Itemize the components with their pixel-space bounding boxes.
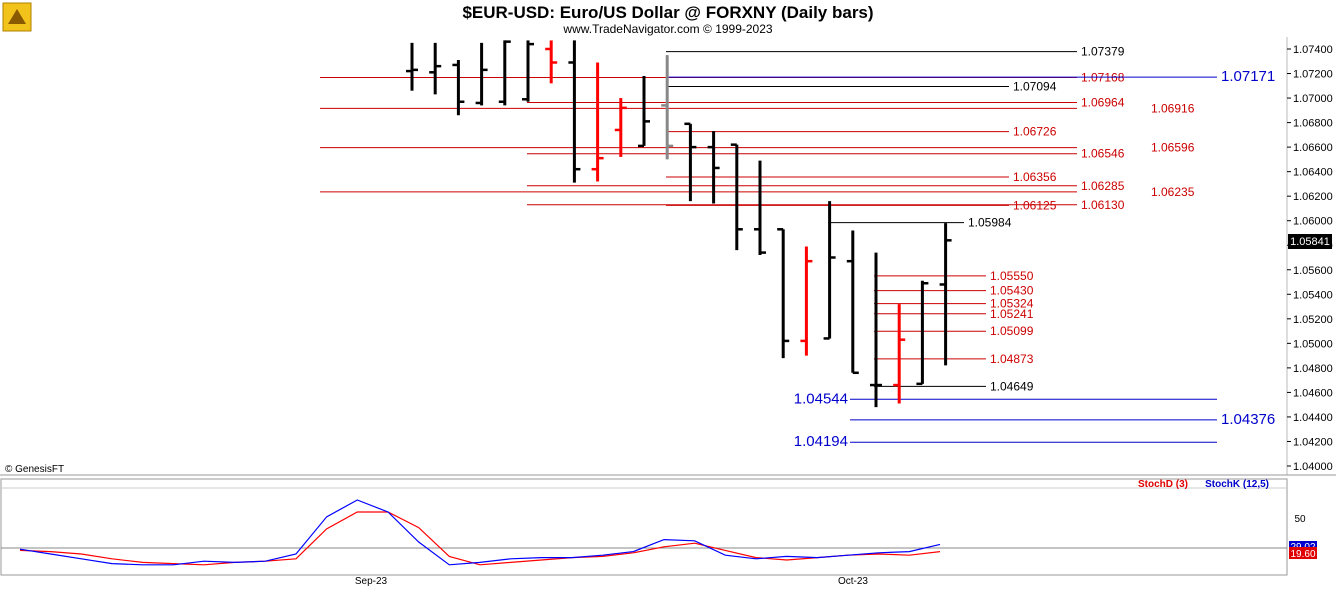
- price-tick-label: 1.05200: [1293, 314, 1333, 326]
- stoch-tick-50: 50: [1294, 514, 1306, 525]
- chart-subtitle: www.TradeNavigator.com © 1999-2023: [562, 22, 772, 36]
- last-price-badge: 1.05841: [1288, 234, 1332, 249]
- level-label: 1.06964: [1081, 95, 1125, 109]
- logo-mark: [8, 9, 26, 24]
- level-label: 1.05099: [990, 324, 1034, 338]
- price-tick-label: 1.04000: [1293, 461, 1333, 473]
- price-tick-label: 1.04800: [1293, 363, 1333, 375]
- copyright-text: © GenesisFT: [5, 464, 64, 475]
- level-label: 1.05324: [990, 297, 1034, 311]
- time-label-oct: Oct-23: [838, 576, 868, 587]
- indicator-frame: [0, 478, 1288, 576]
- stochd-badge-bg: [1289, 547, 1317, 559]
- header-logo: [2, 2, 32, 32]
- price-tick-label: 1.07000: [1293, 93, 1333, 105]
- last-price-bg: [1288, 234, 1332, 249]
- level-label: 1.06125: [1013, 198, 1057, 212]
- level-label: 1.06916: [1151, 101, 1195, 115]
- level-label: 1.06546: [1081, 147, 1125, 161]
- last-price-label: 1.05841: [1290, 236, 1330, 248]
- price-tick-label: 1.04200: [1293, 436, 1333, 448]
- price-tick-label: 1.04600: [1293, 387, 1333, 399]
- time-label-sep: Sep-23: [355, 576, 388, 587]
- level-label: 1.05550: [990, 269, 1034, 283]
- price-axis: 1.07400 1.07200 1.07000 1.06800 1.06600 1.064…: [1287, 44, 1333, 473]
- price-tick-label: 1.05000: [1293, 338, 1333, 350]
- level-label: 1.06285: [1081, 179, 1125, 193]
- level-label: 1.06726: [1013, 125, 1057, 139]
- price-tick-label: 1.06600: [1293, 142, 1333, 154]
- price-tick-label: 1.05600: [1293, 265, 1333, 277]
- level-label: 1.04376: [1221, 411, 1275, 428]
- level-label: 1.07171: [1221, 68, 1275, 85]
- level-label: 1.05984: [968, 216, 1012, 230]
- level-label: 1.06130: [1081, 198, 1125, 212]
- stochk-legend: StochK (12,5): [1205, 479, 1269, 490]
- price-tick-label: 1.06400: [1293, 167, 1333, 179]
- level-label: 1.06356: [1013, 170, 1057, 184]
- price-tick-label: 1.06800: [1293, 118, 1333, 130]
- level-label: 1.04649: [990, 379, 1034, 393]
- level-label: 1.04873: [990, 352, 1034, 366]
- stochd-line: [19, 511, 941, 566]
- price-tick-label: 1.04400: [1293, 412, 1333, 424]
- stochk-badge-bg: [1289, 541, 1317, 552]
- stochd-legend: StochD (3): [1138, 479, 1188, 490]
- level-label: 1.06235: [1151, 185, 1195, 199]
- price-tick-label: 1.05400: [1293, 289, 1333, 301]
- chart-title: $EUR-USD: Euro/US Dollar @ FORXNY (Daily…: [462, 3, 873, 22]
- level-label: 1.07094: [1013, 80, 1057, 94]
- level-label: 1.05241: [990, 307, 1034, 321]
- price-tick-label: 1.06200: [1293, 191, 1333, 203]
- stoch-lines: [19, 499, 941, 566]
- level-label: 1.04194: [794, 433, 848, 450]
- price-tick-label: 1.07400: [1293, 44, 1333, 56]
- price-tick-label: 1.07200: [1293, 69, 1333, 81]
- level-label: 1.05430: [990, 284, 1034, 298]
- level-label: 1.06596: [1151, 141, 1195, 155]
- ohlc-bars: [406, 40, 952, 408]
- price-tick-label: 1.06000: [1293, 216, 1333, 228]
- level-label: 1.04544: [794, 390, 848, 407]
- stochk-line: [19, 499, 941, 566]
- level-label: 1.07379: [1081, 45, 1125, 59]
- stochd-badge: 19.60: [1290, 549, 1315, 560]
